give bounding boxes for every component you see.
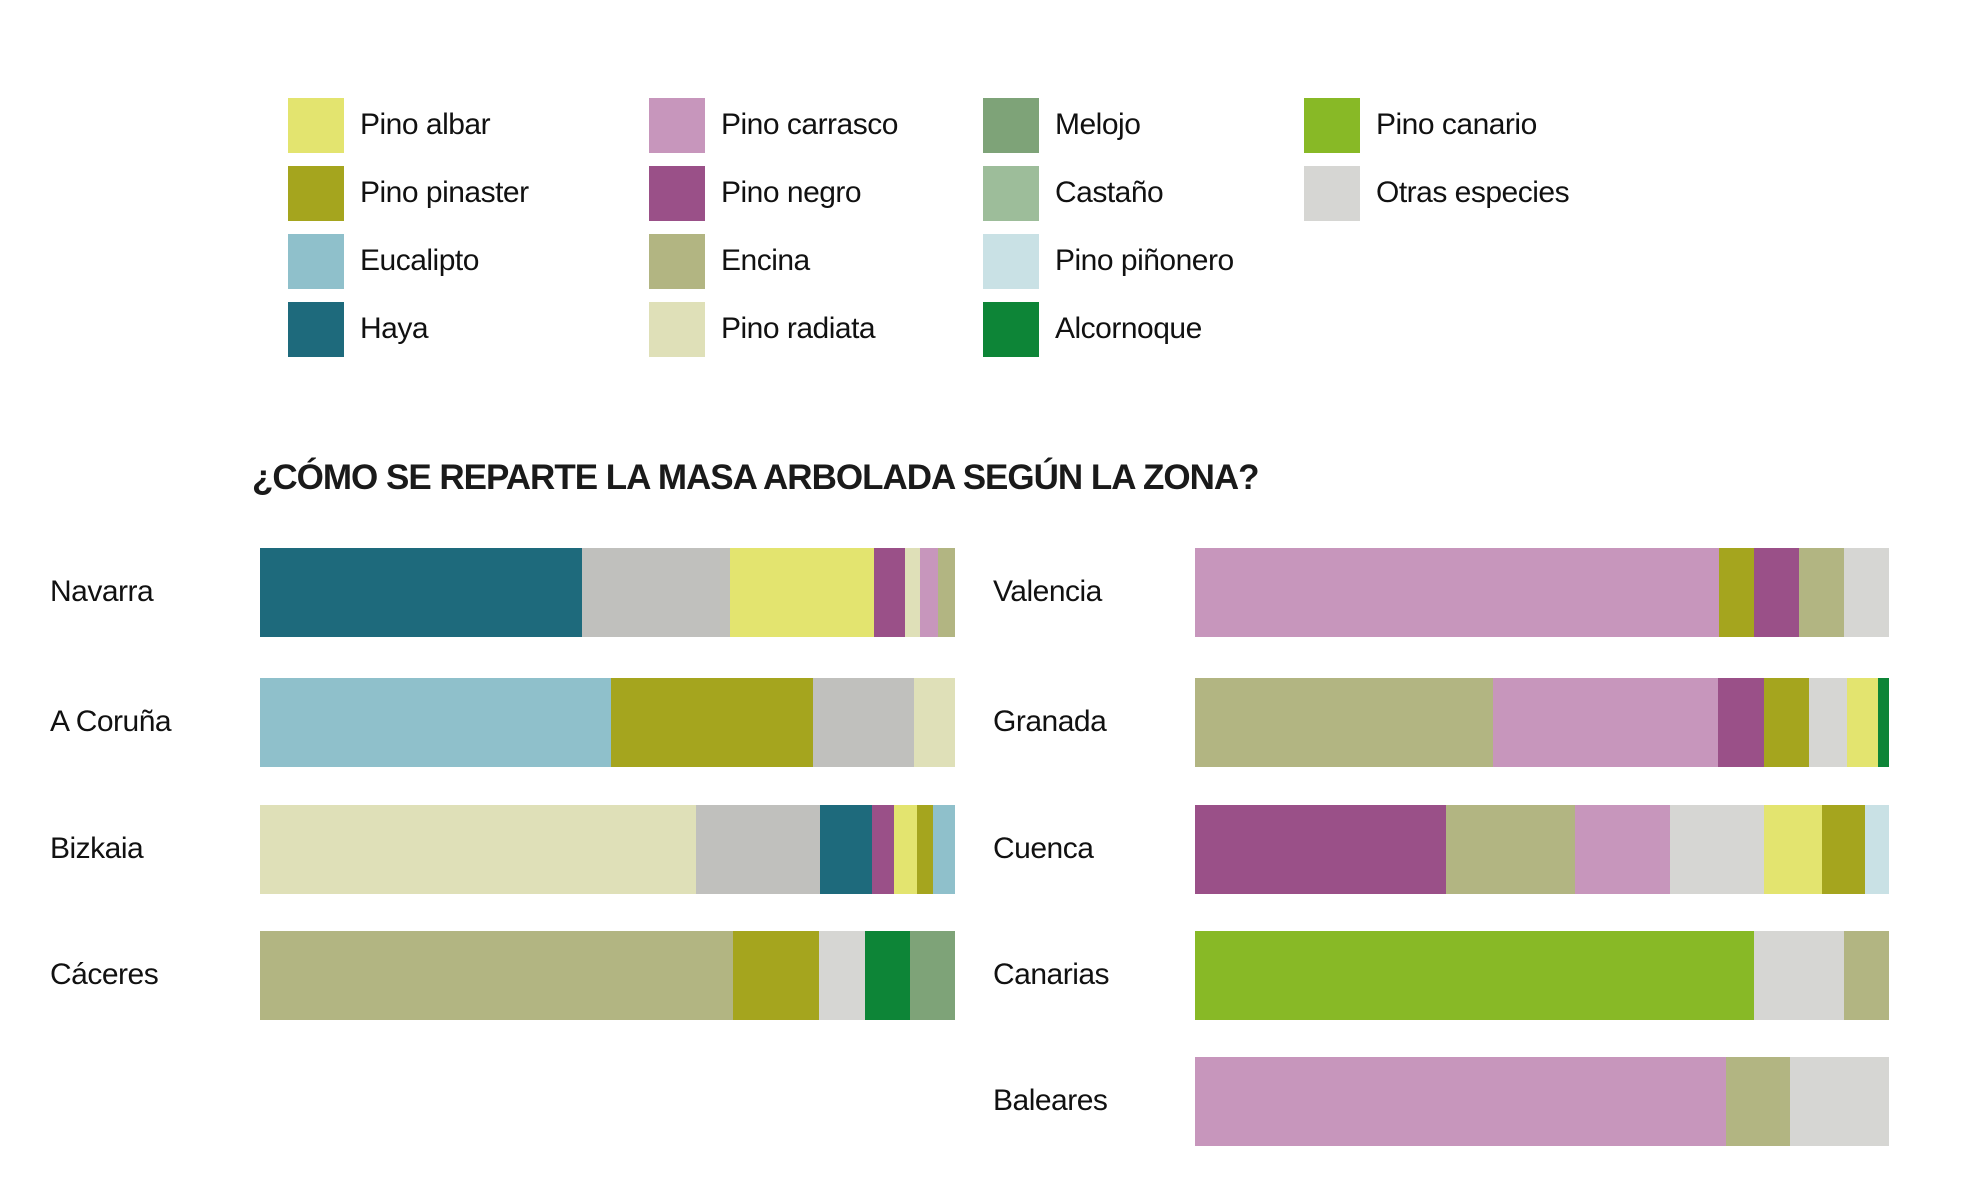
legend-label: Pino piñonero <box>1055 244 1234 277</box>
bar-segment <box>696 805 821 894</box>
legend-swatch <box>288 302 344 357</box>
bar-cuenca <box>1195 805 1889 894</box>
bar-segment <box>1446 805 1576 894</box>
legend-label: Encina <box>721 244 810 277</box>
bar-segment <box>1493 678 1719 767</box>
bar-segment <box>1195 678 1494 767</box>
bar-segment <box>1799 548 1844 637</box>
bar-segment <box>919 548 938 637</box>
legend-swatch <box>983 234 1039 289</box>
legend-label: Pino negro <box>721 176 862 209</box>
bar-segment <box>1754 931 1844 1020</box>
region-label: Navarra <box>50 575 154 608</box>
bar-granada <box>1195 678 1889 767</box>
bar-segment <box>1809 678 1847 767</box>
legend-swatch <box>1304 98 1360 153</box>
legend-label: Melojo <box>1055 108 1141 141</box>
bar-segment <box>1865 805 1889 894</box>
bar-segment <box>1754 548 1800 637</box>
bar-cáceres <box>260 931 955 1020</box>
bar-segment <box>1877 678 1889 767</box>
bar-segment <box>820 805 872 894</box>
bar-segment <box>893 805 917 894</box>
bar-segment <box>1718 678 1765 767</box>
legend-label: Castaño <box>1055 176 1164 209</box>
legend-swatch <box>288 166 344 221</box>
region-label: A Coruña <box>50 705 172 738</box>
legend-label: Pino canario <box>1376 108 1537 141</box>
bar-segment <box>864 931 910 1020</box>
bar-segment <box>260 805 697 894</box>
bar-bizkaia <box>260 805 955 894</box>
legend-label: Pino radiata <box>721 312 876 345</box>
region-label: Cáceres <box>50 958 159 991</box>
legend-swatch <box>288 98 344 153</box>
legend-swatch <box>288 234 344 289</box>
region-label: Granada <box>993 705 1107 738</box>
bar-baleares <box>1195 1057 1889 1146</box>
bar-segment <box>732 931 820 1020</box>
bar-segment <box>260 678 611 767</box>
chart-title: ¿CÓMO SE REPARTE LA MASA ARBOLADA SEGÚN … <box>252 458 1260 497</box>
bar-segment <box>871 805 894 894</box>
bar-segment <box>1718 548 1755 637</box>
bar-segment <box>937 548 955 637</box>
legend-swatch <box>983 302 1039 357</box>
bar-segment <box>260 548 583 637</box>
region-label: Canarias <box>993 958 1110 991</box>
bar-segment <box>873 548 905 637</box>
region-label: Bizkaia <box>50 832 144 865</box>
legend-swatch <box>649 302 705 357</box>
region-label: Cuenca <box>993 832 1094 865</box>
legend-label: Haya <box>360 312 429 345</box>
bar-canarias <box>1195 931 1889 1020</box>
bar-segment <box>909 931 955 1020</box>
legend-label: Pino albar <box>360 108 491 141</box>
bar-segment <box>1822 805 1866 894</box>
bar-segment <box>1764 678 1810 767</box>
legend-swatch <box>983 166 1039 221</box>
legend-swatch <box>1304 166 1360 221</box>
bar-segment <box>729 548 874 637</box>
bar-segment <box>1575 805 1670 894</box>
bar-valencia <box>1195 548 1889 637</box>
bar-segment <box>1725 1057 1790 1146</box>
bar-segment <box>582 548 730 637</box>
bar-segment <box>812 678 914 767</box>
bar-segment <box>1669 805 1765 894</box>
bar-segment <box>1195 805 1447 894</box>
legend-label: Pino pinaster <box>360 176 529 209</box>
legend-swatch <box>649 234 705 289</box>
bar-segment <box>1195 931 1755 1020</box>
bar-segment <box>1843 931 1889 1020</box>
legend-label: Alcornoque <box>1055 312 1202 345</box>
region-label: Valencia <box>993 575 1102 608</box>
bar-navarra <box>260 548 955 637</box>
legend-swatch <box>649 166 705 221</box>
legend-swatch <box>983 98 1039 153</box>
legend-label: Pino carrasco <box>721 108 898 141</box>
bar-segment <box>1764 805 1823 894</box>
bar-segment <box>260 931 733 1020</box>
bar-a-coruña <box>260 678 955 767</box>
bar-segment <box>933 805 955 894</box>
legend-label: Otras especies <box>1376 176 1570 209</box>
bar-segment <box>1195 1057 1726 1146</box>
bar-segment <box>916 805 934 894</box>
bar-segment <box>1789 1057 1889 1146</box>
bar-segment <box>819 931 865 1020</box>
legend-swatch <box>649 98 705 153</box>
bar-segment <box>610 678 813 767</box>
bar-segment <box>1843 548 1889 637</box>
bar-segment <box>1846 678 1878 767</box>
region-label: Baleares <box>993 1084 1108 1117</box>
bar-segment <box>904 548 920 637</box>
bar-segment <box>1195 548 1719 637</box>
legend-label: Eucalipto <box>360 244 479 277</box>
bar-segment <box>913 678 955 767</box>
